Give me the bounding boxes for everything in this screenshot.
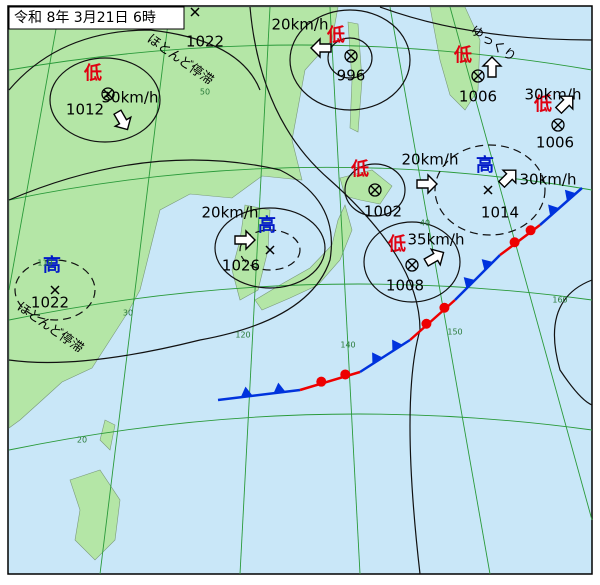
motion-label: 35km/h: [408, 231, 465, 249]
low-label: 低: [83, 62, 102, 84]
motion-arrow: [416, 173, 438, 195]
warm-front-marker: [340, 369, 351, 380]
motion-label: 30km/h: [102, 89, 159, 107]
cold-front-marker: [240, 386, 253, 398]
warm-front-marker: [421, 318, 432, 329]
graticule-label: 110: [37, 259, 52, 268]
motion-label: 30km/h: [520, 171, 577, 189]
front-segment: [359, 338, 411, 374]
high-label: 高: [476, 154, 494, 176]
pressure-value: 1012: [66, 101, 104, 119]
stationary-front: [217, 187, 583, 402]
center-mark: [483, 185, 493, 195]
center-mark: [407, 260, 417, 270]
warm-front-marker: [439, 302, 450, 313]
low-label: 低: [387, 233, 406, 255]
graticule: [8, 6, 593, 575]
center-mark: [265, 245, 275, 255]
center-mark: [405, 258, 419, 272]
front-segment: [539, 187, 583, 226]
pressure-value: 1022: [31, 294, 69, 312]
high-label: 高: [258, 214, 276, 236]
high-label: 高: [43, 254, 61, 276]
title-box: [8, 6, 185, 30]
graticule-label: 120: [235, 331, 250, 340]
center-mark: [471, 69, 485, 83]
motion-label: 20km/h: [202, 204, 259, 222]
warm-front-marker: [509, 237, 520, 248]
motion-label: 20km/h: [402, 151, 459, 169]
center-mark: [370, 185, 380, 195]
low-label: 低: [533, 93, 552, 115]
center-mark: [101, 87, 115, 101]
low-label: 低: [453, 44, 472, 66]
pressure-value: 1008: [386, 277, 424, 295]
center-mark: [103, 89, 113, 99]
graticule-label: 20: [77, 436, 87, 445]
pressure-value: 1026: [222, 257, 260, 275]
motion-arrow: [497, 169, 517, 189]
motion-arrow: [234, 229, 256, 251]
cold-front-marker: [273, 382, 286, 394]
pressure-value: 1014: [481, 204, 519, 222]
graticule-label: 150: [447, 328, 462, 337]
front-segment: [217, 388, 301, 402]
center-mark: [344, 49, 358, 63]
low-label: 低: [350, 158, 369, 180]
warm-front-marker: [525, 225, 536, 236]
center-mark: [346, 51, 356, 61]
graticule-label: 30: [123, 309, 133, 318]
motion-arrow: [310, 37, 332, 59]
pressure-value: 1006: [459, 88, 497, 106]
motion-arrow: [554, 95, 574, 115]
motion-arrow: [113, 109, 132, 131]
graticule-label: 140: [340, 341, 355, 350]
cold-front-marker: [481, 259, 493, 271]
cold-front-marker: [548, 204, 560, 217]
center-mark: [50, 285, 60, 295]
cold-front-marker: [564, 189, 577, 202]
pressure-value: 996: [337, 67, 366, 85]
graticule-label: 40: [420, 219, 430, 228]
center-mark: [368, 183, 382, 197]
map-title: 令和 8年 3月21日 6時: [14, 10, 156, 26]
center-mark: [473, 71, 483, 81]
cold-front-marker: [463, 277, 475, 289]
motion-arrow: [423, 248, 445, 267]
isobars: [8, 6, 593, 575]
cold-front-marker: [372, 352, 383, 365]
graticule-label: 160: [552, 296, 567, 305]
motion-label: 20km/h: [272, 16, 329, 34]
land: [8, 6, 481, 561]
warm-front-marker: [316, 376, 327, 387]
center-mark: [553, 120, 563, 130]
low-label: 低: [326, 24, 345, 46]
pressure-value: 1022: [186, 33, 224, 51]
motion-arrow: [481, 56, 503, 78]
pressure-value: 1002: [364, 203, 402, 221]
cold-front-marker: [392, 339, 403, 352]
center-mark: [190, 7, 200, 17]
pressure-value: 1006: [536, 134, 574, 152]
graticule-label: 50: [200, 88, 210, 97]
center-mark: [551, 118, 565, 132]
